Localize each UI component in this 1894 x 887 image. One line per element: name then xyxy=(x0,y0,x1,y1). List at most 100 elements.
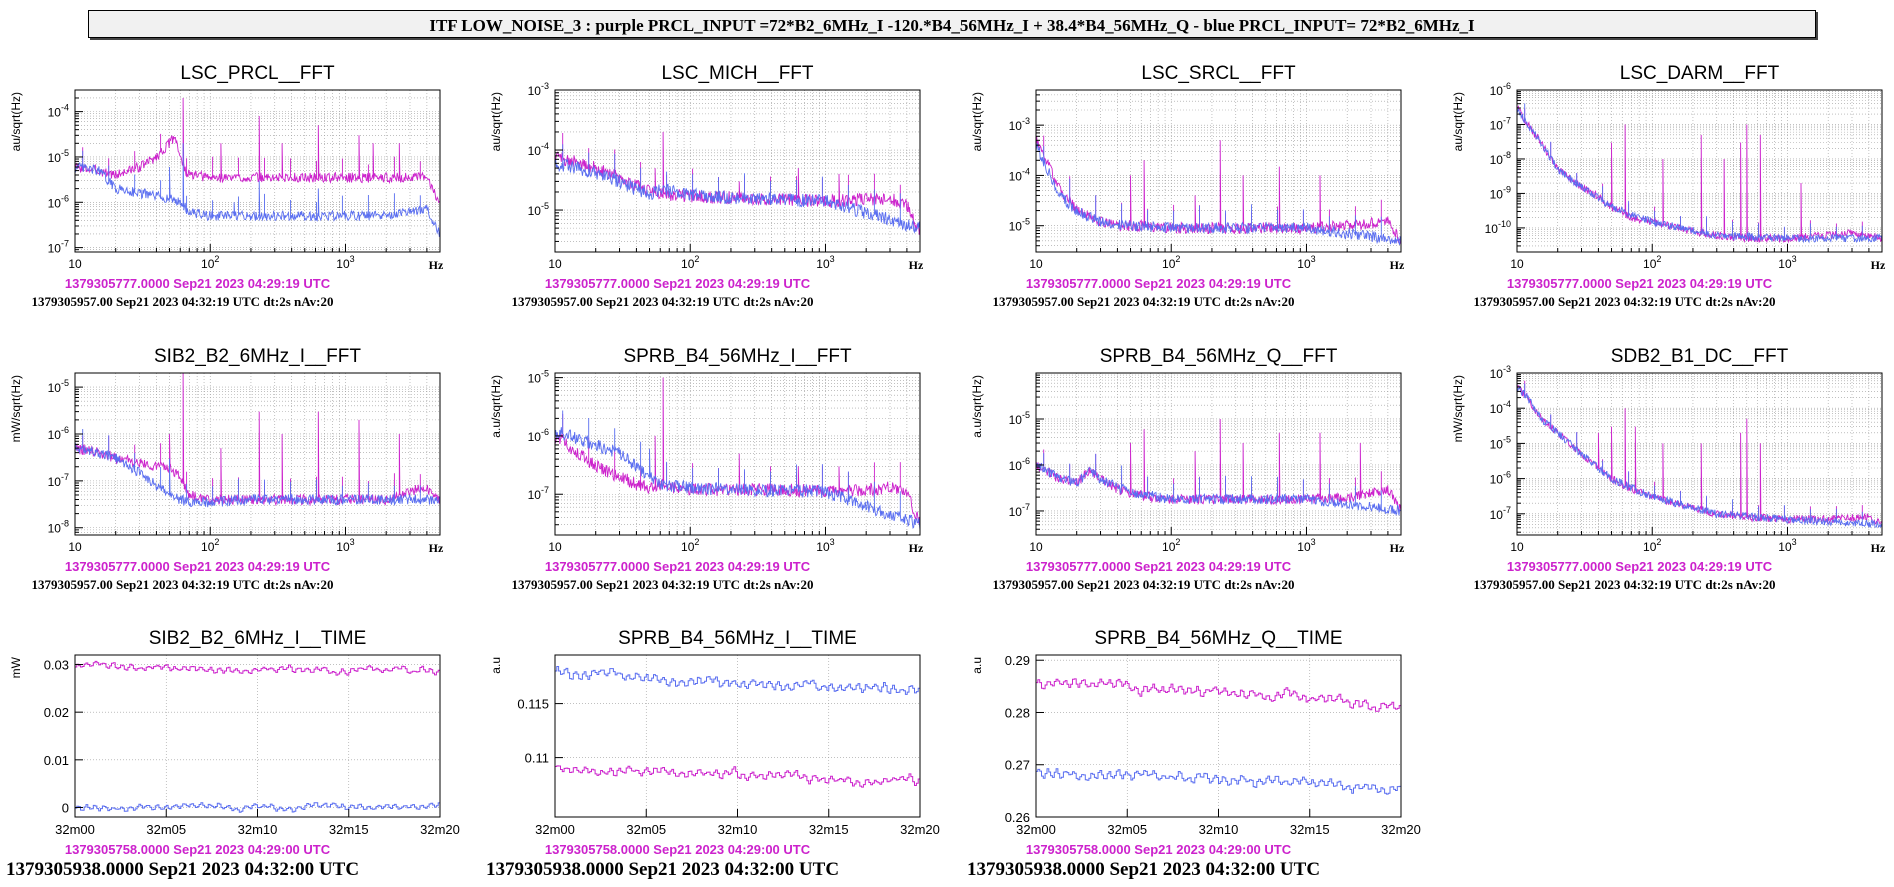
x-tick-label: 103 xyxy=(816,254,834,271)
caption-black: 1379305957.00 Sep21 2023 04:32:19 UTC dt… xyxy=(31,577,333,592)
x-axis-unit: Hz xyxy=(909,541,924,555)
x-tick-label: 10 xyxy=(68,540,82,554)
banner-box: ITF LOW_NOISE_3 : purple PRCL_INPUT =72*… xyxy=(88,10,1816,38)
y-axis-label: mW/sqrt(Hz) xyxy=(9,375,23,442)
y-tick-label: 0.02 xyxy=(44,705,69,720)
x-tick-label: 102 xyxy=(681,537,699,554)
plot-frame xyxy=(74,654,441,818)
y-axis-label: a.u xyxy=(970,657,984,674)
y-axis-label: a.u/sqrt(Hz) xyxy=(489,375,503,438)
y-axis-label: a.u/sqrt(Hz) xyxy=(970,375,984,438)
y-tick-label: 10-6 xyxy=(1009,456,1030,473)
y-tick-label: 10-5 xyxy=(528,369,549,386)
x-tick-label: 102 xyxy=(1643,537,1661,554)
y-tick-label: 10-6 xyxy=(1490,81,1511,98)
chart-title: LSC_SRCL__FFT xyxy=(1141,63,1296,84)
y-tick-label: 0 xyxy=(62,800,69,815)
banner-title: ITF LOW_NOISE_3 : purple PRCL_INPUT =72*… xyxy=(429,16,1475,35)
caption-purple: 1379305777.0000 Sep21 2023 04:29:19 UTC xyxy=(545,276,811,291)
series-purple xyxy=(75,660,440,676)
y-tick-label: 0.29 xyxy=(1005,653,1030,668)
x-tick-label: 32m10 xyxy=(238,822,278,837)
x-axis-unit: Hz xyxy=(1871,541,1886,555)
plot-area xyxy=(1036,373,1401,535)
y-axis-label: mW/sqrt(Hz) xyxy=(1451,375,1465,442)
series-blue xyxy=(1517,103,1882,244)
y-tick-label: 10-5 xyxy=(528,201,549,218)
y-tick-label: 0.11 xyxy=(525,751,549,766)
x-tick-label: 10 xyxy=(68,257,82,271)
x-tick-label: 103 xyxy=(1778,537,1796,554)
chart-panel-lsc_prcl__fft: LSC_PRCL__FFT au/sqrt(Hz) 10 102 103 Hz 10-7 10… xyxy=(9,63,444,309)
y-tick-label: 0.03 xyxy=(44,658,69,673)
plot-area xyxy=(75,373,440,535)
series-purple xyxy=(555,765,920,788)
x-tick-label: 10 xyxy=(1510,540,1524,554)
y-tick-label: 10-6 xyxy=(48,193,69,210)
y-tick-label: 0.01 xyxy=(44,753,69,768)
y-axis-label: au/sqrt(Hz) xyxy=(970,92,984,151)
x-tick-label: 32m10 xyxy=(1199,822,1239,837)
caption-purple: 1379305758.0000 Sep21 2023 04:29:00 UTC xyxy=(1026,842,1292,857)
x-axis-unit: Hz xyxy=(909,258,924,272)
y-axis-label: a.u xyxy=(489,657,503,674)
x-tick-label: 32m10 xyxy=(718,822,758,837)
y-tick-label: 10-5 xyxy=(1490,434,1511,451)
y-tick-label: 10-3 xyxy=(1490,364,1511,381)
y-tick-label: 10-9 xyxy=(1490,184,1511,201)
caption-black: 1379305957.00 Sep21 2023 04:32:19 UTC dt… xyxy=(1473,294,1775,309)
series-blue xyxy=(555,144,920,234)
caption-black: 1379305957.00 Sep21 2023 04:32:19 UTC dt… xyxy=(31,294,333,309)
y-axis-label: mW xyxy=(9,656,23,678)
y-tick-label: 10-6 xyxy=(48,425,69,442)
chart-title: LSC_PRCL__FFT xyxy=(180,63,335,84)
caption-purple: 1379305777.0000 Sep21 2023 04:29:19 UTC xyxy=(1507,276,1773,291)
y-tick-label: 10-6 xyxy=(1490,470,1511,487)
chart-panel-sprb_b4_56mhz_i__time: SPRB_B4_56MHz_I__TIME a.u 32m00 32m05 32m10 3… xyxy=(486,628,940,880)
caption-black: 1379305957.00 Sep21 2023 04:32:19 UTC dt… xyxy=(992,577,1294,592)
x-tick-label: 103 xyxy=(1297,254,1315,271)
chart-title: LSC_DARM__FFT xyxy=(1620,63,1780,84)
caption-purple: 1379305777.0000 Sep21 2023 04:29:19 UTC xyxy=(65,276,331,291)
y-tick-label: 10-5 xyxy=(48,148,69,165)
chart-title: SPRB_B4_56MHz_I__TIME xyxy=(618,628,857,649)
x-tick-label: 103 xyxy=(1297,537,1315,554)
y-tick-label: 10-7 xyxy=(1009,502,1030,519)
grid xyxy=(1516,372,1883,535)
caption-purple: 1379305777.0000 Sep21 2023 04:29:19 UTC xyxy=(1507,559,1773,574)
chart-panel-sprb_b4_56mhz_i__fft: SPRB_B4_56MHz_I__FFT a.u/sqrt(Hz) 10 102 103… xyxy=(489,346,924,592)
caption-purple: 1379305758.0000 Sep21 2023 04:29:00 UTC xyxy=(545,842,811,857)
y-axis-label: au/sqrt(Hz) xyxy=(9,92,23,151)
x-tick-label: 10 xyxy=(1029,540,1043,554)
grid xyxy=(1035,372,1402,536)
caption-purple: 1379305777.0000 Sep21 2023 04:29:19 UTC xyxy=(65,559,331,574)
caption-black: 1379305957.00 Sep21 2023 04:32:19 UTC dt… xyxy=(511,577,813,592)
x-tick-label: 32m05 xyxy=(146,822,186,837)
x-tick-label: 32m00 xyxy=(535,822,575,837)
chart-panel-sdb2_b1_dc__fft: SDB2_B1_DC__FFT mW/sqrt(Hz) 10 102 103 Hz 10-7… xyxy=(1451,346,1886,592)
series-blue xyxy=(555,666,920,695)
plot-frame xyxy=(74,89,441,253)
chart-title: SPRB_B4_56MHz_I__FFT xyxy=(623,346,851,367)
x-tick-label: 102 xyxy=(1162,537,1180,554)
plot-frame xyxy=(554,372,921,536)
caption-purple: 1379305777.0000 Sep21 2023 04:29:19 UTC xyxy=(1026,559,1292,574)
chart-panel-lsc_darm__fft: LSC_DARM__FFT au/sqrt(Hz) 10 102 103 Hz 10-10 1… xyxy=(1451,63,1886,309)
series-blue xyxy=(1036,768,1401,795)
x-tick-label: 103 xyxy=(1778,254,1796,271)
y-tick-label: 10-7 xyxy=(528,485,549,502)
x-tick-label: 32m20 xyxy=(420,822,460,837)
plot-frame xyxy=(1516,89,1883,253)
series-purple xyxy=(1036,678,1401,712)
y-tick-label: 10-7 xyxy=(48,239,69,256)
caption-purple: 1379305758.0000 Sep21 2023 04:29:00 UTC xyxy=(65,842,331,857)
caption-purple: 1379305777.0000 Sep21 2023 04:29:19 UTC xyxy=(545,559,811,574)
y-tick-label: 10-7 xyxy=(48,472,69,489)
series-blue xyxy=(1036,453,1401,517)
series-blue xyxy=(1036,143,1401,246)
caption-black: 1379305957.00 Sep21 2023 04:32:19 UTC dt… xyxy=(992,294,1294,309)
x-tick-label: 102 xyxy=(201,537,219,554)
y-tick-label: 0.115 xyxy=(517,697,549,712)
plot-frame xyxy=(1035,654,1402,818)
series-blue xyxy=(75,143,440,237)
